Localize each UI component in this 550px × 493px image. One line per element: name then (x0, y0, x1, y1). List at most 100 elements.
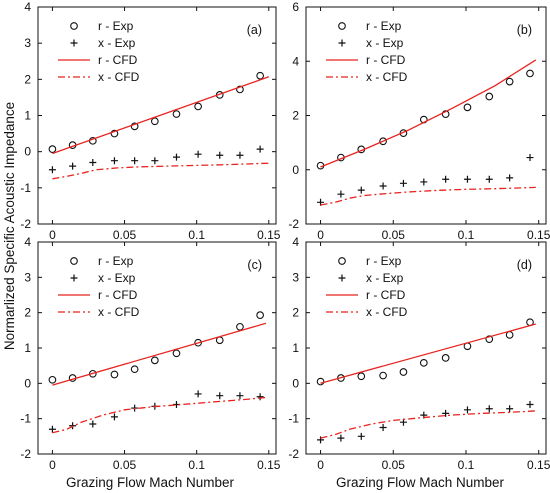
panel-label-d: (d) (517, 258, 532, 272)
y-tick-label-b: 0 (292, 163, 299, 177)
data-point-x-exp-a (48, 166, 56, 174)
data-point-r-exp-d (505, 331, 514, 339)
data-point-x-exp-d (463, 406, 471, 414)
data-point-x-exp-d (442, 409, 450, 417)
y-tick-label-c: 4 (24, 235, 31, 249)
data-point-x-exp-a (69, 162, 77, 170)
data-point-r-exp-c (256, 311, 264, 319)
y-tick-label-b: 4 (292, 54, 299, 68)
data-point-r-exp-d (357, 372, 366, 381)
data-point-r-exp-d (379, 371, 387, 380)
x-tick-label-c: 0.1 (188, 458, 205, 472)
y-tick-label-d: 3 (292, 270, 299, 284)
legend-entry-x-cfd-a: x - CFD (98, 70, 140, 84)
y-tick-label-a: 0 (24, 145, 31, 159)
data-point-r-exp-b (526, 69, 534, 78)
data-point-r-exp-d (485, 335, 494, 344)
series-line-x-cfd-c (52, 396, 266, 434)
legend-entry-r-exp-d: r - Exp (366, 254, 402, 268)
series-line-r-cfd-d (320, 323, 536, 384)
y-tick-label-b: 6 (292, 0, 299, 14)
data-point-x-exp-b (420, 178, 428, 186)
data-point-x-exp-c (216, 392, 224, 400)
y-axis-label: Normarlized Specific Acoustic Impedance (2, 102, 17, 350)
y-tick-label-a: 1 (24, 109, 31, 123)
legend-marker-x-exp-b (338, 39, 346, 47)
panel-b: -2 0 2 4 6 0 0.05 0.1 0.15 (b) r - Exp x - Exp r - C… (288, 0, 550, 242)
data-point-x-exp-d (506, 405, 514, 413)
data-point-x-exp-b (399, 179, 407, 187)
legend-entry-x-cfd-d: x - CFD (366, 305, 408, 319)
y-tick-label-c: 3 (24, 270, 31, 284)
data-point-x-exp-b (337, 190, 345, 198)
x-tick-label-b: 0.1 (458, 228, 475, 242)
data-point-r-exp-d (316, 377, 325, 386)
data-point-x-exp-b (485, 175, 493, 183)
data-point-r-exp-c (150, 356, 159, 365)
data-point-r-exp-a (48, 145, 57, 153)
data-point-x-exp-a (236, 151, 244, 159)
y-tick-label-a: 4 (24, 0, 31, 14)
data-point-x-exp-b (357, 186, 365, 194)
panel-a: -2 -1 0 1 2 3 4 0 0.05 0.1 0.15 (a) r - Exp x - Exp r … (20, 0, 280, 242)
data-point-x-exp-a (89, 159, 97, 167)
data-point-r-exp-c (172, 349, 181, 358)
legend-marker-r-exp-c (70, 257, 78, 265)
legend-entry-x-exp-d: x - Exp (366, 271, 404, 285)
x-tick-label-b: 0 (317, 228, 324, 242)
legend-marker-x-exp-c (70, 274, 78, 282)
legend-entry-r-cfd-b: r - CFD (366, 53, 406, 67)
chart-panels: -2 -1 0 1 2 3 4 0 0.05 0.1 0.15 (a) r - Exp x - Exp r … (20, 0, 550, 472)
plot-frame-d (305, 241, 547, 455)
x-tick-label-a: 0.15 (257, 228, 281, 242)
y-tick-label-c: 0 (24, 376, 31, 390)
legend-marker-r-exp-d (338, 257, 346, 265)
y-tick-label-b: -2 (288, 217, 299, 231)
series-line-r-cfd-b (320, 59, 537, 168)
panel-d: -2 -1 0 1 2 3 4 0 0.05 0.1 0.15 (d) r - Exp x - Exp r … (288, 235, 550, 472)
data-point-x-exp-a (216, 151, 224, 159)
data-point-x-exp-c (236, 392, 244, 400)
y-tick-label-a: -1 (20, 181, 31, 195)
y-tick-label-b: 2 (292, 109, 299, 123)
x-tick-label-b: 0.05 (382, 228, 406, 242)
data-point-r-exp-c (194, 338, 202, 347)
data-point-r-exp-a (236, 85, 244, 94)
y-tick-label-c: -2 (20, 447, 31, 461)
panel-label-b: (b) (517, 23, 532, 37)
data-point-r-exp-d (441, 354, 450, 362)
x-tick-label-d: 0.15 (527, 458, 550, 472)
data-point-r-exp-a (172, 110, 181, 118)
data-point-r-exp-d (399, 368, 408, 376)
series-line-x-cfd-a (52, 162, 269, 180)
data-point-x-exp-b (442, 175, 450, 183)
data-point-x-exp-a (151, 157, 159, 165)
series-line-x-cfd-d (320, 410, 536, 439)
data-point-r-exp-a (150, 117, 159, 126)
data-point-x-exp-a (194, 150, 202, 158)
legend-marker-x-exp-d (338, 274, 346, 282)
legend-entry-x-exp-a: x - Exp (98, 36, 136, 50)
y-tick-label-d: 4 (292, 235, 299, 249)
x-tick-label-d: 0.1 (458, 458, 475, 472)
data-point-x-exp-a (110, 157, 118, 165)
legend-entry-x-cfd-b: x - CFD (366, 70, 408, 84)
data-point-x-exp-d (485, 405, 493, 413)
x-axis-label-left: Grazing Flow Mach Number (66, 475, 235, 490)
data-point-r-exp-b (505, 77, 514, 86)
series-line-x-cfd-b (320, 186, 536, 206)
data-point-x-exp-b (506, 174, 514, 182)
y-tick-label-c: 2 (24, 306, 31, 320)
data-point-r-exp-c (130, 365, 139, 374)
data-point-r-exp-a (194, 102, 202, 111)
legend-entry-x-cfd-c: x - CFD (98, 305, 140, 319)
data-point-x-exp-c (256, 393, 264, 401)
y-tick-label-a: 2 (24, 72, 31, 86)
x-tick-label-a: 0 (49, 228, 56, 242)
data-point-x-exp-c (194, 390, 202, 398)
legend-entry-r-cfd-a: r - CFD (98, 53, 138, 67)
data-point-x-exp-d (379, 424, 387, 431)
legend-entry-x-exp-b: x - Exp (366, 36, 404, 50)
data-point-r-exp-d (419, 358, 428, 367)
